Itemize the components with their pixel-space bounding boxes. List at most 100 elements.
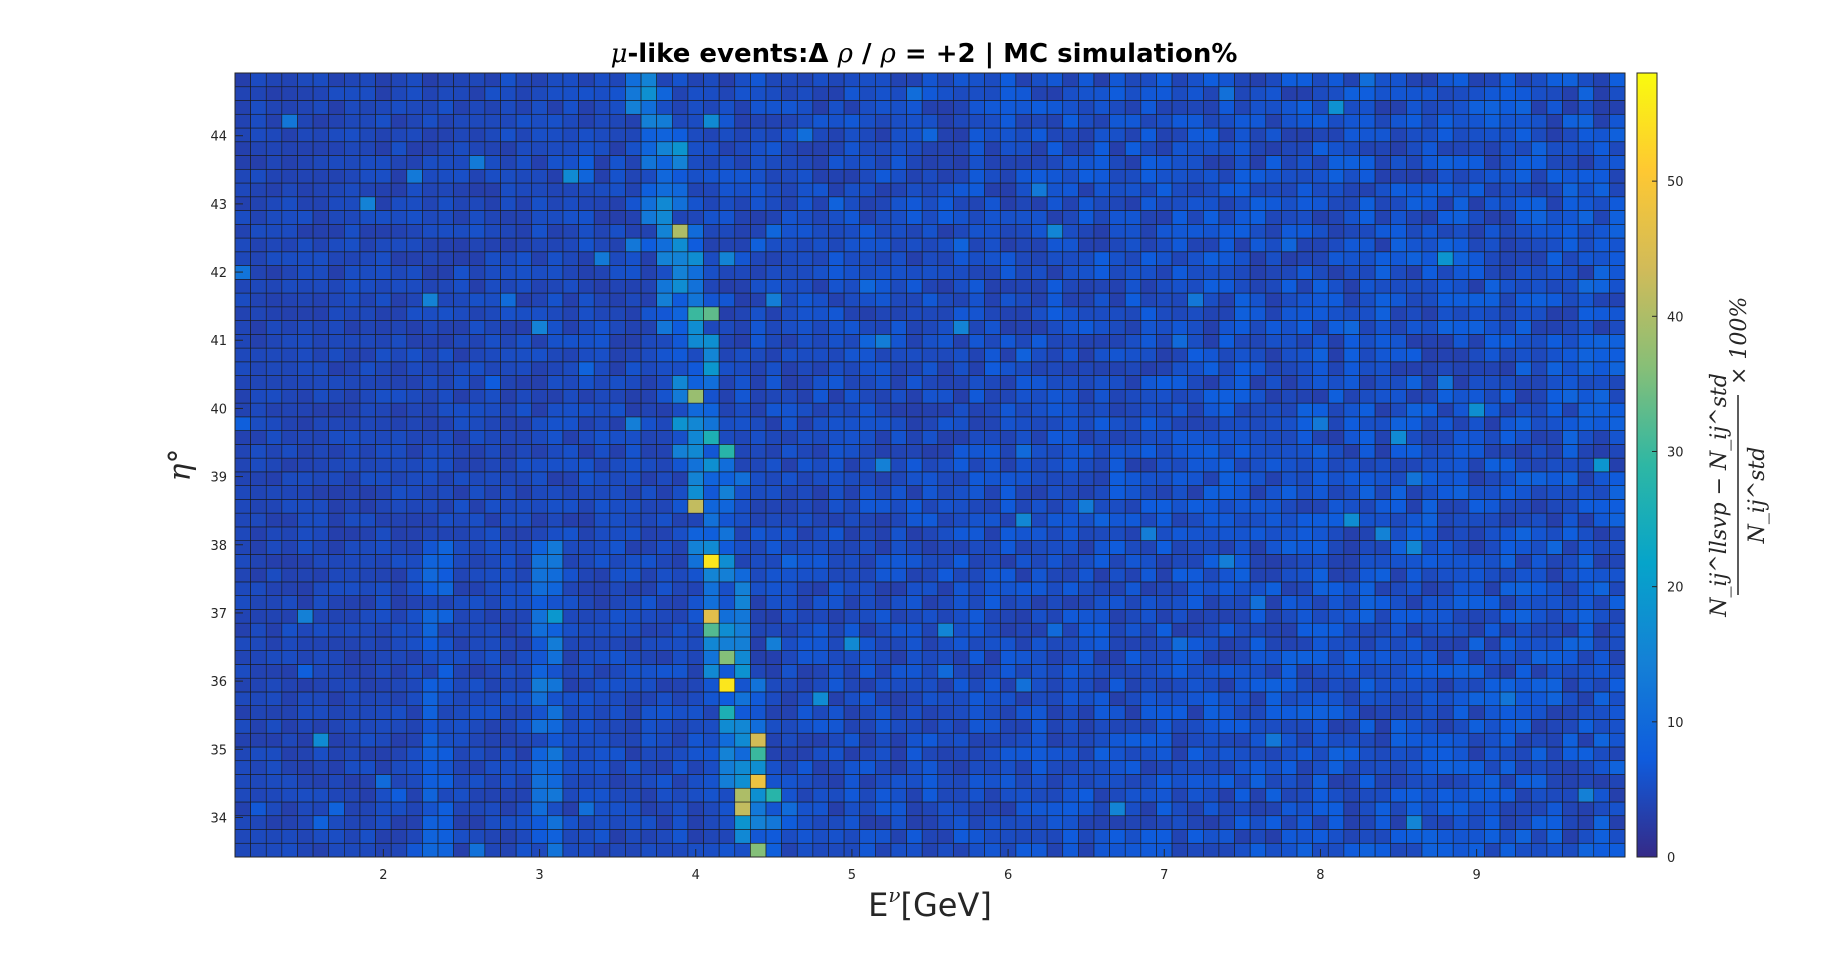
heatmap-cell — [1515, 471, 1532, 486]
heatmap-cell — [1468, 347, 1485, 363]
heatmap-cell — [265, 746, 283, 762]
heatmap-cell — [1046, 787, 1064, 803]
heatmap-cell — [1234, 760, 1251, 775]
heatmap-cell — [234, 320, 251, 335]
heatmap-cell — [1046, 430, 1064, 445]
heatmap-cell — [953, 168, 970, 184]
heatmap-cell — [484, 719, 501, 734]
heatmap-cell — [1343, 237, 1360, 253]
heatmap-cell — [1530, 444, 1548, 459]
heatmap-cell — [515, 815, 533, 830]
heatmap-cell — [1031, 141, 1048, 156]
heatmap-cell — [1281, 595, 1298, 610]
heatmap-cell — [796, 196, 814, 211]
heatmap-cell — [625, 168, 642, 184]
title-text-1: -like events:Δ — [628, 39, 838, 69]
heatmap-cell — [640, 774, 657, 789]
heatmap-cell — [1359, 595, 1376, 610]
heatmap-cell — [484, 251, 501, 266]
heatmap-cell — [328, 168, 345, 184]
heatmap-cell — [1171, 567, 1188, 583]
heatmap-cell — [1390, 636, 1407, 651]
heatmap-cell — [1109, 306, 1126, 321]
heatmap-cell — [1249, 375, 1267, 390]
heatmap-cell — [812, 265, 829, 280]
heatmap-cell — [1312, 760, 1329, 775]
heatmap-cell — [1546, 375, 1563, 390]
heatmap-cell — [1046, 732, 1064, 748]
heatmap-cell — [1499, 595, 1516, 610]
heatmap-cell — [1390, 292, 1407, 308]
heatmap-cell — [1296, 237, 1313, 253]
heatmap-cell — [1078, 732, 1095, 748]
heatmap-cell — [265, 457, 283, 473]
heatmap-cell — [921, 113, 939, 129]
heatmap-cell — [1140, 719, 1157, 734]
heatmap-cell — [828, 774, 845, 789]
heatmap-cell — [1218, 72, 1235, 88]
heatmap-cell — [968, 127, 985, 143]
heatmap-cell — [812, 113, 829, 129]
heatmap-cell — [1452, 554, 1470, 569]
heatmap-cell — [1484, 609, 1501, 624]
heatmap-cell — [437, 113, 454, 129]
heatmap-cell — [640, 581, 657, 596]
heatmap-cell — [1499, 155, 1516, 170]
heatmap-cell — [687, 430, 704, 445]
heatmap-cell — [1562, 72, 1579, 88]
heatmap-cell — [547, 430, 564, 445]
heatmap-cell — [656, 141, 673, 156]
heatmap-cell — [671, 265, 689, 280]
heatmap-cell — [1343, 430, 1360, 445]
heatmap-cell — [1327, 526, 1345, 541]
heatmap-cell — [406, 86, 423, 101]
heatmap-cell — [328, 251, 345, 266]
heatmap-cell — [671, 636, 689, 651]
heatmap-cell — [1296, 581, 1313, 596]
heatmap-cell — [250, 361, 267, 376]
heatmap-cell — [265, 251, 283, 266]
heatmap-cell — [765, 554, 782, 569]
heatmap-cell — [750, 485, 767, 500]
heatmap-cell — [1452, 251, 1470, 266]
heatmap-cell — [1577, 265, 1595, 280]
heatmap-cell — [1124, 485, 1142, 500]
heatmap-cell — [484, 499, 501, 514]
heatmap-cell — [828, 86, 845, 101]
heatmap-cell — [1046, 251, 1064, 266]
heatmap-cell — [1327, 210, 1345, 225]
heatmap-cell — [1452, 306, 1470, 321]
heatmap-cell — [640, 719, 657, 734]
heatmap-cell — [578, 127, 595, 143]
heatmap-cell — [344, 815, 361, 830]
heatmap-cell — [1078, 787, 1095, 803]
heatmap-cell — [1421, 72, 1438, 88]
heatmap-cell — [422, 127, 439, 143]
heatmap-cell — [734, 512, 751, 528]
heatmap-cell — [234, 595, 251, 610]
heatmap-cell — [1015, 182, 1032, 198]
heatmap-cell — [1109, 389, 1126, 404]
heatmap-cell — [1452, 292, 1470, 308]
heatmap-cell — [640, 127, 657, 143]
heatmap-cell — [968, 141, 985, 156]
heatmap-cell — [500, 430, 517, 445]
heatmap-cell — [859, 512, 876, 528]
heatmap-cell — [656, 842, 673, 858]
heatmap-cell — [640, 829, 657, 844]
heatmap-cell — [1281, 113, 1298, 129]
heatmap-cell — [906, 430, 923, 445]
heatmap-cell — [750, 677, 767, 693]
heatmap-cell — [984, 320, 1001, 335]
heatmap-cell — [1109, 471, 1126, 486]
heatmap-cell — [500, 347, 517, 363]
heatmap-cell — [562, 279, 579, 294]
heatmap-cell — [765, 86, 782, 101]
heatmap-cell — [953, 719, 970, 734]
heatmap-cell — [1265, 677, 1282, 693]
heatmap-cell — [1140, 72, 1157, 88]
heatmap-cell — [1234, 141, 1251, 156]
heatmap-cell — [671, 650, 689, 665]
heatmap-cell — [1078, 430, 1095, 445]
heatmap-cell — [1281, 168, 1298, 184]
